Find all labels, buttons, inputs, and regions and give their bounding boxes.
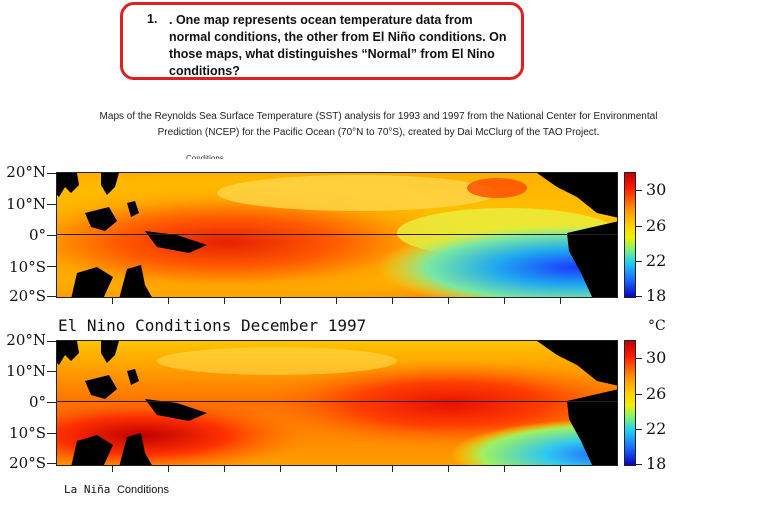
bottom-label-suffix: Conditions	[116, 484, 169, 496]
map1-sst-svg	[57, 173, 617, 297]
map2-lat-tick	[47, 463, 56, 464]
map2-unit-label: °C	[648, 318, 666, 334]
map2-sst-map	[56, 340, 618, 466]
map1-colorbar-tick	[636, 296, 642, 297]
map1-lat-tick	[47, 266, 56, 267]
map1-lat-tick	[47, 204, 56, 205]
map1-lon-tick	[504, 298, 505, 304]
map2-lat-label-0: 0°	[28, 393, 46, 411]
question-text: . One map represents ocean temperature d…	[169, 13, 507, 78]
map2-lat-tick	[47, 341, 56, 342]
map2-lat-tick	[47, 433, 56, 434]
map1-colorbar	[624, 172, 636, 298]
map1-lon-tick	[112, 298, 113, 304]
map2-colorbar-label-30: 30	[646, 348, 667, 367]
map2-lon-tick	[392, 466, 393, 472]
figure-caption: Maps of the Reynolds Sea Surface Tempera…	[0, 109, 757, 141]
map2-lat-label-10s: 10°S	[9, 424, 46, 442]
map2-colorbar	[624, 340, 636, 466]
map2-colorbar-label-18: 18	[646, 454, 667, 473]
map2-lon-tick	[336, 466, 337, 472]
map2-colorbar-tick	[636, 464, 642, 465]
map2-lon-tick	[448, 466, 449, 472]
map2-lat-tick	[47, 371, 56, 372]
map1-lat-label-20s: 20°S	[9, 287, 46, 305]
map1-equator-line	[56, 234, 618, 235]
map2-lat-label-20n: 20°N	[6, 331, 46, 349]
map1-lon-tick	[560, 298, 561, 304]
map1-lon-tick	[392, 298, 393, 304]
map1-cut-title: Conditions	[186, 154, 224, 159]
map2-lon-tick	[560, 466, 561, 472]
map1-lat-label-0: 0°	[28, 226, 46, 244]
map2-equator-line	[56, 401, 618, 402]
question-box: 1. . One map represents ocean temperatur…	[120, 2, 524, 80]
map1-colorbar-label-26: 26	[646, 216, 667, 235]
map1-lon-tick	[448, 298, 449, 304]
bottom-label-prefix: La Niña	[64, 483, 111, 496]
map1-colorbar-label-22: 22	[646, 251, 667, 270]
map1-lat-tick	[47, 235, 56, 236]
map1-lon-tick	[224, 298, 225, 304]
map1-colorbar-label-30: 30	[646, 180, 667, 199]
map2-lon-tick	[224, 466, 225, 472]
map1-colorbar-label-18: 18	[646, 286, 667, 305]
map2-lon-tick	[112, 466, 113, 472]
map2-lat-label-10n: 10°N	[6, 362, 46, 380]
bottom-map-label: La Niña Conditions	[64, 483, 169, 496]
map2-lat-label-20s: 20°S	[9, 454, 46, 472]
map2-colorbar-tick	[636, 358, 642, 359]
map1-lat-label-10s: 10°S	[9, 258, 46, 276]
map2-lon-tick	[280, 466, 281, 472]
map1-sst-map	[56, 172, 618, 298]
map1-lon-tick	[280, 298, 281, 304]
map2-colorbar-label-26: 26	[646, 384, 667, 403]
map1-lat-label-20n: 20°N	[6, 163, 46, 181]
map2-title: El Nino Conditions December 1997	[58, 316, 367, 335]
map1-lon-tick	[336, 298, 337, 304]
caption-line-2: Prediction (NCEP) for the Pacific Ocean …	[157, 127, 600, 138]
map1-lon-tick	[168, 298, 169, 304]
map1-lat-label-10n: 10°N	[6, 195, 46, 213]
caption-line-1: Maps of the Reynolds Sea Surface Tempera…	[99, 111, 658, 122]
map1-colorbar-tick	[636, 261, 642, 262]
map2-colorbar-tick	[636, 394, 642, 395]
map2-colorbar-tick	[636, 429, 642, 430]
map2-lon-tick	[168, 466, 169, 472]
map1-colorbar-tick	[636, 190, 642, 191]
question-number: 1.	[147, 12, 158, 26]
map2-sst-svg	[57, 341, 617, 465]
map2-lon-tick	[504, 466, 505, 472]
map2-lat-tick	[47, 402, 56, 403]
map1-lat-tick	[47, 173, 56, 174]
map1-colorbar-tick	[636, 226, 642, 227]
map2-colorbar-label-22: 22	[646, 419, 667, 438]
map1-lat-tick	[47, 296, 56, 297]
